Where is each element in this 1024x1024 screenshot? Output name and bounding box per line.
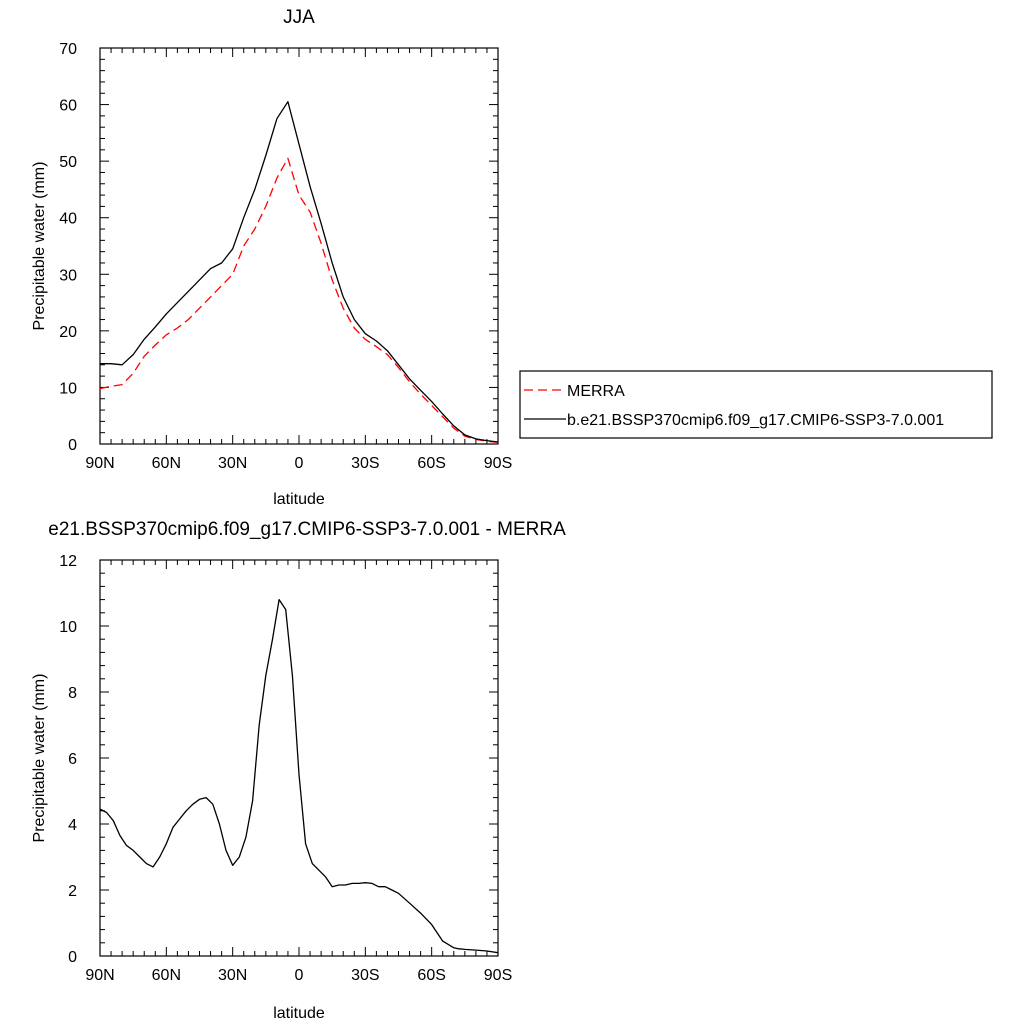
x-tick-label: 90N [85, 967, 114, 984]
chart-bottom-ticks: 90N 60N 30N 0 30S 60S 90S 0 2 4 6 8 10 12 [59, 553, 512, 984]
series-line-0-0 [99, 157, 499, 443]
x-tick-label: 60S [417, 967, 445, 984]
chart-bottom-xlabel: latitude [273, 1005, 325, 1022]
chart-top-ticks: 90N 60N 30N 0 30S 60S 90S 0 10 20 30 40 50 60 70 [59, 41, 512, 472]
y-tick-label: 0 [68, 949, 77, 966]
x-tick-label: 30S [351, 455, 379, 472]
x-tick-label: 0 [295, 967, 304, 984]
y-tick-label: 50 [59, 154, 77, 171]
chart-top-ylabel: Precipitable water (mm) [31, 162, 48, 331]
chart-bottom-ylabel: Precipitable water (mm) [31, 674, 48, 843]
y-tick-label: 8 [68, 685, 77, 702]
chart-top-title: JJA [283, 7, 315, 28]
y-tick-label: 0 [68, 437, 77, 454]
y-tick-label: 10 [59, 380, 77, 397]
x-tick-label: 60S [417, 455, 445, 472]
y-tick-label: 30 [59, 267, 77, 284]
series-line-1-0 [99, 598, 499, 954]
y-tick-label: 70 [59, 41, 77, 58]
y-tick-label: 6 [68, 751, 77, 768]
legend-label-merra: MERRA [567, 383, 625, 400]
chart-bottom-title: e21.BSSP370cmip6.f09_g17.CMIP6-SSP3-7.0.… [48, 519, 566, 540]
y-tick-label: 4 [68, 817, 77, 834]
legend: MERRA b.e21.BSSP370cmip6.f09_g17.CMIP6-S… [519, 370, 993, 439]
chart-top-series [99, 101, 499, 443]
chart-top-xlabel: latitude [273, 491, 325, 508]
y-tick-label: 20 [59, 324, 77, 341]
chart-bottom-series [99, 598, 499, 954]
x-tick-label: 60N [152, 455, 181, 472]
x-tick-label: 60N [152, 967, 181, 984]
chart-top: JJA 90N 60N 30N 0 30S 60S 90S 0 10 20 30 40 50 60 70 l… [31, 7, 512, 508]
y-tick-label: 40 [59, 211, 77, 228]
chart-bottom: e21.BSSP370cmip6.f09_g17.CMIP6-SSP3-7.0.… [31, 519, 566, 1022]
chart-top-frame [99, 47, 499, 445]
legend-label-model: b.e21.BSSP370cmip6.f09_g17.CMIP6-SSP3-7.… [567, 412, 944, 429]
series-line-0-1 [100, 101, 499, 443]
y-tick-label: 60 [59, 98, 77, 115]
y-tick-label: 2 [68, 883, 77, 900]
x-tick-label: 90N [85, 455, 114, 472]
x-tick-label: 0 [295, 455, 304, 472]
x-tick-label: 90S [484, 967, 512, 984]
x-tick-label: 30N [218, 455, 247, 472]
x-tick-label: 30S [351, 967, 379, 984]
x-tick-label: 30N [218, 967, 247, 984]
y-tick-label: 12 [59, 553, 77, 570]
x-tick-label: 90S [484, 455, 512, 472]
legend-frame [519, 370, 993, 439]
chart-bottom-frame [99, 559, 499, 957]
y-tick-label: 10 [59, 619, 77, 636]
